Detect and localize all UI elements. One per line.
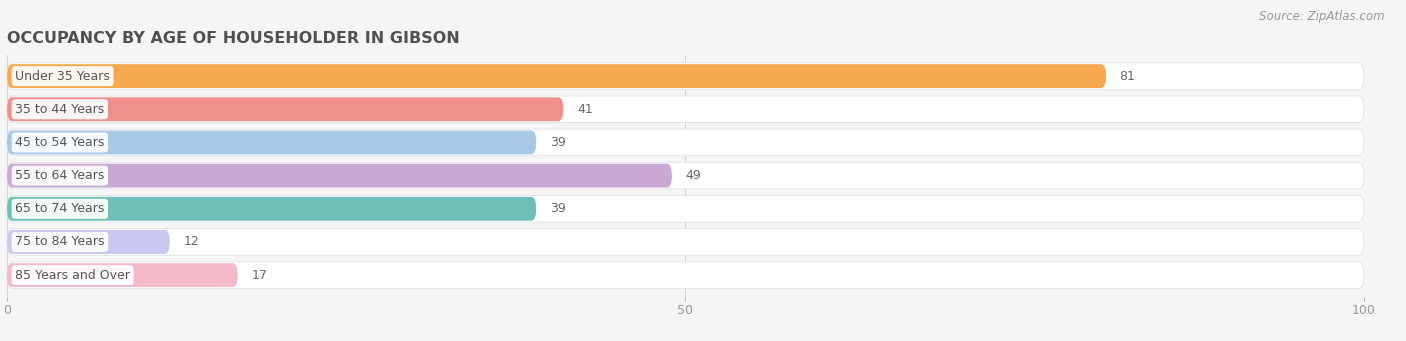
Text: 55 to 64 Years: 55 to 64 Years <box>15 169 104 182</box>
Text: 12: 12 <box>183 235 200 249</box>
Text: 49: 49 <box>686 169 702 182</box>
FancyBboxPatch shape <box>7 96 1364 122</box>
Text: Under 35 Years: Under 35 Years <box>15 70 110 83</box>
Text: 35 to 44 Years: 35 to 44 Years <box>15 103 104 116</box>
Text: OCCUPANCY BY AGE OF HOUSEHOLDER IN GIBSON: OCCUPANCY BY AGE OF HOUSEHOLDER IN GIBSO… <box>7 31 460 46</box>
Text: 39: 39 <box>550 202 565 215</box>
Text: 45 to 54 Years: 45 to 54 Years <box>15 136 104 149</box>
FancyBboxPatch shape <box>7 230 170 254</box>
Text: 65 to 74 Years: 65 to 74 Years <box>15 202 104 215</box>
FancyBboxPatch shape <box>7 197 536 221</box>
FancyBboxPatch shape <box>7 64 1107 88</box>
Text: 41: 41 <box>576 103 593 116</box>
Text: 75 to 84 Years: 75 to 84 Years <box>15 235 104 249</box>
FancyBboxPatch shape <box>7 129 1364 156</box>
FancyBboxPatch shape <box>7 97 564 121</box>
FancyBboxPatch shape <box>7 162 1364 189</box>
Text: Source: ZipAtlas.com: Source: ZipAtlas.com <box>1260 10 1385 23</box>
FancyBboxPatch shape <box>7 63 1364 89</box>
FancyBboxPatch shape <box>7 262 1364 288</box>
FancyBboxPatch shape <box>7 195 1364 222</box>
FancyBboxPatch shape <box>7 164 672 188</box>
Text: 85 Years and Over: 85 Years and Over <box>15 269 129 282</box>
FancyBboxPatch shape <box>7 131 536 154</box>
Text: 39: 39 <box>550 136 565 149</box>
Text: 17: 17 <box>252 269 267 282</box>
Text: 81: 81 <box>1119 70 1136 83</box>
FancyBboxPatch shape <box>7 229 1364 255</box>
FancyBboxPatch shape <box>7 263 238 287</box>
